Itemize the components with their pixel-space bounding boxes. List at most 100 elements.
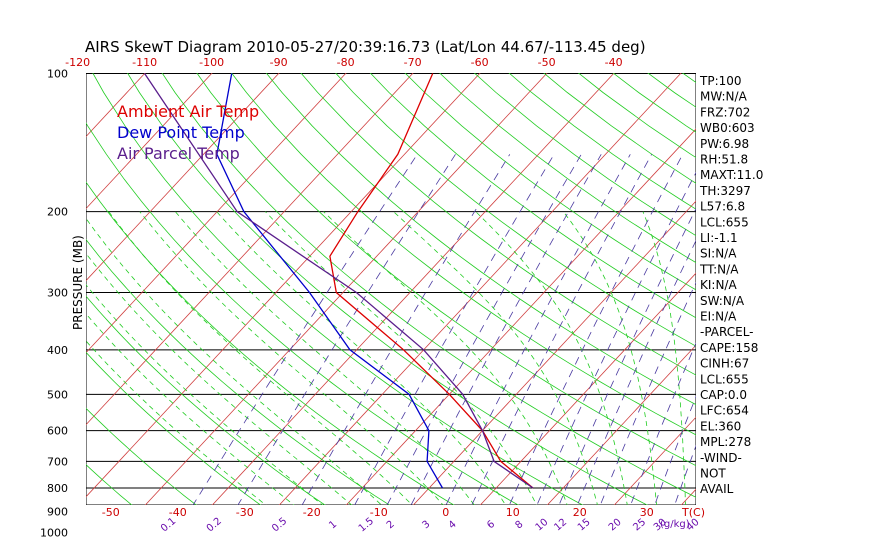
index-label: MPL:278: [700, 435, 751, 449]
plot-series: [144, 73, 534, 489]
air-parcel-temp-line: [144, 73, 534, 489]
mixing-ratio-tick-label: 2: [385, 519, 397, 532]
index-label: -WIND-: [700, 451, 742, 465]
mixing-ratio-line: [630, 342, 696, 505]
mixing-ratio-tick-label: 3: [421, 519, 433, 532]
isotherm-line: [86, 73, 146, 138]
pressure-tick-label: 800: [47, 482, 68, 495]
mixing-ratio-tick-label: 10: [534, 517, 551, 534]
isotherm-line: [144, 73, 548, 505]
isotherm-line: [0, 52, 30, 542]
index-label: KI:N/A: [700, 278, 737, 292]
mixing-ratio-line: [301, 154, 511, 505]
mixing-ratio-line: [577, 239, 696, 505]
mixing-ratio-line: [558, 207, 696, 505]
mixing-ratio-line: [599, 281, 696, 505]
isotherm-line: [848, 52, 870, 542]
pressure-tick-label: 200: [47, 206, 68, 219]
index-label: FRZ:702: [700, 105, 750, 119]
index-label: EL:360: [700, 419, 741, 433]
mixing-ratio-unit: (g/kg): [660, 519, 690, 530]
isotherm-line: [86, 73, 213, 210]
isotherm-line: [86, 73, 414, 426]
isotherm-line: [479, 272, 696, 505]
dry-adiabat-line: [161, 73, 696, 498]
dry-adiabat-line: [86, 295, 326, 505]
legend-entry: Dew Point Temp: [117, 123, 245, 142]
moist-adiabat-line: [86, 340, 267, 505]
dry-adiabat-line: [0, 53, 42, 543]
bottom-temperature-tick-label: -10: [370, 506, 388, 519]
legend-entry: Air Parcel Temp: [117, 144, 240, 163]
bottom-temperature-tick-label: 30: [640, 506, 654, 519]
index-label: CINH:67: [700, 357, 749, 371]
mixing-ratio-tick-label: 1: [327, 519, 339, 532]
top-temperature-tick-label: -80: [337, 56, 355, 69]
pressure-tick-label: 1000: [40, 527, 68, 540]
index-label: TP:100: [699, 74, 742, 88]
isotherm-line: [345, 128, 696, 505]
moist-adiabat-line: [642, 211, 686, 505]
bottom-temperature-tick-label: 10: [506, 506, 520, 519]
index-label: AVAIL: [700, 482, 734, 496]
dry-adiabat-line: [822, 53, 870, 543]
y-axis-label: PRESSURE (MB): [71, 235, 85, 330]
mixing-ratio-line: [386, 154, 582, 505]
index-label: L57:6.8: [700, 200, 745, 214]
moist-adiabat-line: [108, 211, 413, 505]
dry-adiabat-line: [789, 53, 870, 543]
index-label: CAPE:158: [700, 341, 758, 355]
moist-adiabat-line: [216, 211, 506, 505]
bottom-temperature-tick-label: -40: [169, 506, 187, 519]
dry-adiabat-line: [86, 238, 391, 505]
mixing-ratio-line: [354, 154, 555, 505]
mixing-ratio-line: [192, 154, 418, 505]
pressure-tick-label: 900: [47, 505, 68, 518]
mixing-ratio-tick-label: 6: [485, 519, 497, 532]
legend: Ambient Air Temp Dew Point Temp Air Parcel…: [117, 102, 259, 163]
plot-grid: [0, 52, 870, 543]
dry-adiabat-line: [369, 73, 696, 319]
bottom-temperature-tick-label: 0: [442, 506, 449, 519]
mixing-ratio-line: [445, 154, 631, 505]
moist-adiabat-line: [139, 211, 444, 505]
dry-adiabat-line: [856, 53, 870, 543]
top-temperature-tick-label: -90: [270, 56, 288, 69]
moist-adiabat-line: [323, 211, 568, 505]
dry-adiabat-line: [508, 73, 696, 210]
index-label: RH:51.8: [700, 153, 748, 167]
bottom-temperature-tick-label: -30: [236, 506, 254, 519]
index-label: TH:3297: [699, 184, 751, 198]
dry-adiabat-line: [196, 73, 696, 467]
mixing-ratio-tick-label: 0.2: [205, 516, 224, 535]
index-label: SW:N/A: [700, 294, 745, 308]
mixing-ratio-line: [654, 395, 696, 505]
dry-adiabat-line: [755, 53, 870, 543]
index-label: LFC:654: [700, 404, 749, 418]
top-temperature-tick-label: -70: [404, 56, 422, 69]
mixing-ratio-tick-label: 12: [552, 517, 569, 534]
isotherm-line: [680, 488, 696, 505]
x-axis-label: T(C): [681, 506, 705, 519]
dry-adiabat-line: [265, 73, 696, 406]
bottom-temperature-tick-label: -50: [102, 506, 120, 519]
top-temperature-tick-label: -120: [65, 56, 90, 69]
index-label: LCL:655: [700, 215, 749, 229]
dry-adiabat-line: [86, 351, 262, 505]
top-temperature-tick-label: -110: [132, 56, 157, 69]
top-temperature-tick-label: -100: [199, 56, 224, 69]
isotherm-line: [781, 52, 870, 542]
index-label: MAXT:11.0: [700, 168, 763, 182]
dry-adiabat-line: [86, 181, 455, 505]
dry-adiabat-line: [86, 407, 197, 505]
moist-adiabat-line: [393, 211, 598, 505]
ambient-air-temp-line: [329, 73, 534, 489]
isotherm-line: [86, 73, 481, 498]
dry-adiabat-line: [92, 73, 584, 505]
pressure-labels: 100 200 300 400 500 600 700 800 900 1000: [40, 68, 68, 540]
mixing-ratio-line: [237, 154, 456, 505]
index-label: -PARCEL-: [700, 325, 754, 339]
index-label: MW:N/A: [700, 90, 748, 104]
top-temperature-ticks: -120 -110 -100 -90 -80 -70 -60 -50 -40: [65, 56, 622, 69]
